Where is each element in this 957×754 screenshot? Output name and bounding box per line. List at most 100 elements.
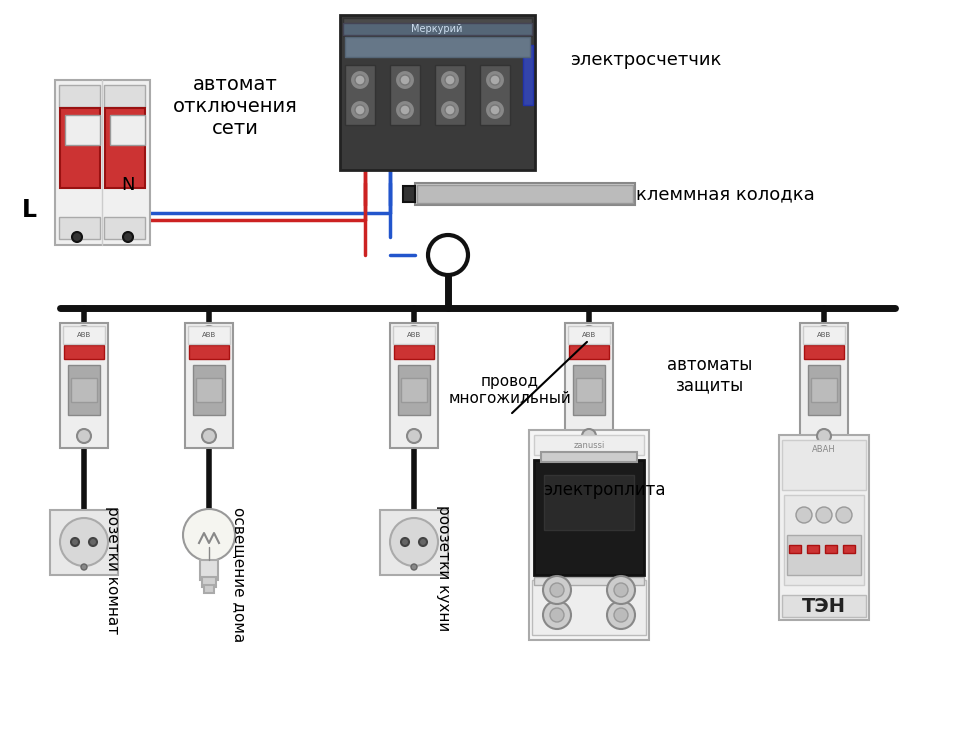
Text: роозетки кухни: роозетки кухни: [436, 505, 452, 631]
Circle shape: [202, 326, 216, 340]
Circle shape: [607, 601, 635, 629]
Text: zanussi: zanussi: [573, 440, 605, 449]
Bar: [415, 183, 635, 205]
Text: ABB: ABB: [582, 332, 596, 338]
Bar: [403, 186, 415, 202]
Circle shape: [490, 105, 500, 115]
Bar: [573, 365, 605, 415]
Circle shape: [582, 326, 596, 340]
Circle shape: [407, 429, 421, 443]
Circle shape: [77, 326, 91, 340]
Bar: [202, 577, 216, 587]
Text: освещение дома: освещение дома: [232, 507, 247, 642]
Circle shape: [440, 100, 460, 120]
Circle shape: [411, 564, 417, 570]
Bar: [200, 560, 218, 580]
Bar: [59, 217, 100, 239]
Bar: [71, 378, 97, 402]
Circle shape: [401, 538, 409, 546]
Circle shape: [60, 518, 108, 566]
Bar: [568, 326, 610, 344]
Circle shape: [543, 576, 571, 604]
Bar: [343, 18, 532, 36]
Bar: [60, 323, 108, 448]
Bar: [188, 326, 230, 344]
Circle shape: [485, 70, 505, 90]
Bar: [345, 65, 375, 125]
Bar: [63, 326, 105, 344]
Circle shape: [89, 538, 97, 546]
Circle shape: [71, 538, 79, 546]
Bar: [110, 115, 145, 145]
Circle shape: [445, 75, 455, 85]
Bar: [811, 378, 837, 402]
Circle shape: [81, 564, 87, 570]
Circle shape: [123, 232, 133, 242]
Circle shape: [407, 326, 421, 340]
Bar: [105, 108, 145, 188]
Circle shape: [796, 507, 812, 523]
Bar: [65, 115, 100, 145]
Bar: [803, 326, 845, 344]
Bar: [55, 80, 150, 245]
Text: АВАН: АВАН: [812, 446, 835, 455]
Text: ABB: ABB: [77, 332, 91, 338]
Circle shape: [614, 608, 628, 622]
Bar: [196, 378, 222, 402]
Bar: [779, 435, 869, 620]
Bar: [800, 323, 848, 448]
Text: электроплита: электроплита: [543, 481, 665, 499]
Bar: [534, 460, 644, 575]
Bar: [576, 378, 602, 402]
Bar: [340, 15, 535, 170]
Bar: [380, 510, 448, 575]
Bar: [789, 545, 801, 553]
Bar: [804, 345, 844, 359]
Circle shape: [183, 509, 235, 561]
Bar: [808, 365, 840, 415]
Bar: [807, 545, 819, 553]
Circle shape: [390, 518, 438, 566]
Bar: [104, 217, 145, 239]
Bar: [782, 440, 866, 490]
Bar: [843, 545, 855, 553]
Bar: [398, 365, 430, 415]
Text: автомат
отключения
сети: автомат отключения сети: [172, 75, 298, 138]
Text: автоматы
защиты: автоматы защиты: [667, 356, 753, 394]
Bar: [787, 535, 861, 575]
Bar: [435, 65, 465, 125]
Bar: [480, 65, 510, 125]
Bar: [544, 475, 634, 530]
Circle shape: [77, 429, 91, 443]
Circle shape: [72, 232, 82, 242]
Circle shape: [400, 75, 410, 85]
Circle shape: [428, 235, 468, 275]
Circle shape: [350, 70, 370, 90]
Bar: [784, 495, 864, 585]
Bar: [401, 378, 427, 402]
Bar: [390, 323, 438, 448]
Circle shape: [395, 70, 415, 90]
Bar: [59, 85, 100, 107]
Circle shape: [400, 105, 410, 115]
Text: Меркурий: Меркурий: [412, 24, 462, 34]
Circle shape: [350, 100, 370, 120]
Bar: [343, 23, 532, 35]
Bar: [204, 585, 214, 593]
Circle shape: [582, 429, 596, 443]
Circle shape: [614, 583, 628, 597]
Circle shape: [445, 105, 455, 115]
Circle shape: [543, 601, 571, 629]
Circle shape: [817, 429, 831, 443]
Bar: [50, 510, 118, 575]
Bar: [104, 85, 145, 107]
Text: N: N: [122, 176, 135, 194]
Circle shape: [836, 507, 852, 523]
Text: клеммная колодка: клеммная колодка: [635, 185, 814, 203]
Bar: [189, 345, 229, 359]
Bar: [393, 326, 435, 344]
Text: ABB: ABB: [202, 332, 216, 338]
Bar: [185, 323, 233, 448]
Circle shape: [817, 326, 831, 340]
Circle shape: [440, 70, 460, 90]
